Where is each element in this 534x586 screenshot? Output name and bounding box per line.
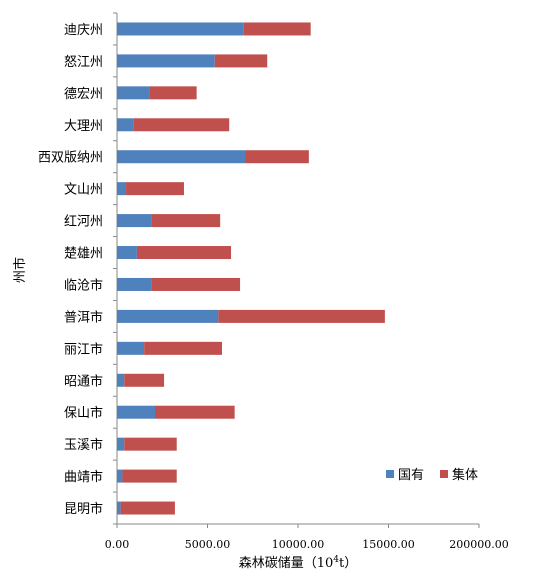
category-label: 西双版纳州 — [38, 151, 103, 166]
bar-jiti — [126, 182, 184, 196]
legend-swatch — [386, 470, 394, 478]
category-label: 昆明市 — [64, 501, 103, 517]
category-label: 临沧市 — [64, 277, 103, 293]
x-axis-title: 森林碳储量（104t） — [239, 555, 358, 571]
bar-jiti — [151, 214, 221, 228]
category-label: 曲靖市 — [64, 469, 103, 485]
category-label: 丽江市 — [64, 341, 103, 357]
bar-guoyou — [117, 341, 145, 355]
bar-jiti — [144, 341, 222, 355]
bar-guoyou — [117, 54, 215, 68]
legend-label: 国有 — [398, 468, 424, 483]
category-label: 文山州 — [64, 183, 103, 198]
bar-guoyou — [117, 501, 121, 515]
bar-guoyou — [117, 246, 137, 260]
bar-jiti — [124, 373, 165, 387]
bar-jiti — [136, 246, 232, 260]
x-tick-label: 5000.00 — [185, 538, 231, 551]
bar-guoyou — [117, 469, 123, 483]
bar-guoyou — [117, 437, 125, 451]
bar-jiti — [155, 405, 235, 419]
bar-jiti — [151, 277, 241, 291]
bar-jiti — [245, 150, 309, 164]
category-label: 大理州 — [64, 119, 103, 134]
legend-label: 集体 — [452, 467, 478, 483]
bar-jiti — [120, 501, 175, 515]
bar-jiti — [218, 309, 385, 323]
x-tick-label: 10000.00 — [272, 538, 325, 551]
category-label: 德宏州 — [64, 87, 103, 102]
category-label: 保山市 — [64, 405, 103, 421]
category-labels: 迪庆州怒江州德宏州大理州西双版纳州文山州红河州楚雄州临沧市普洱市丽江市昭通市保山… — [38, 23, 103, 517]
bar-guoyou — [117, 86, 150, 100]
category-label: 玉溪市 — [64, 437, 103, 453]
category-label: 怒江州 — [64, 55, 103, 70]
bar-guoyou — [117, 277, 152, 291]
bar-jiti — [149, 86, 197, 100]
bars — [117, 22, 385, 515]
bar-guoyou — [117, 373, 125, 387]
bar-jiti — [133, 118, 230, 132]
bar-jiti — [214, 54, 268, 68]
x-tick-label: 0.00 — [105, 538, 130, 551]
bar-guoyou — [117, 150, 246, 164]
category-label: 昭通市 — [64, 373, 103, 389]
y-axis-title: 州市 — [12, 257, 28, 283]
x-tick-label: 15000.00 — [362, 538, 415, 551]
legend-swatch — [440, 470, 448, 478]
bar-jiti — [124, 437, 177, 451]
bar-guoyou — [117, 405, 156, 419]
bar-jiti — [243, 22, 311, 36]
bar-jiti — [122, 469, 177, 483]
category-label: 普洱市 — [64, 309, 103, 325]
bar-guoyou — [117, 22, 244, 36]
bar-guoyou — [117, 118, 134, 132]
category-label: 迪庆州 — [64, 23, 103, 38]
bar-guoyou — [117, 309, 219, 323]
category-label: 红河州 — [64, 214, 103, 230]
x-tick-labels: 0.00 5000.00 10000.00 15000.00 200000.00 — [105, 524, 509, 551]
x-tick-label: 200000.00 — [449, 538, 509, 551]
category-label: 楚雄州 — [64, 247, 103, 262]
bar-guoyou — [117, 182, 127, 196]
legend: 国有 集体 — [386, 467, 478, 483]
bar-guoyou — [117, 214, 152, 228]
